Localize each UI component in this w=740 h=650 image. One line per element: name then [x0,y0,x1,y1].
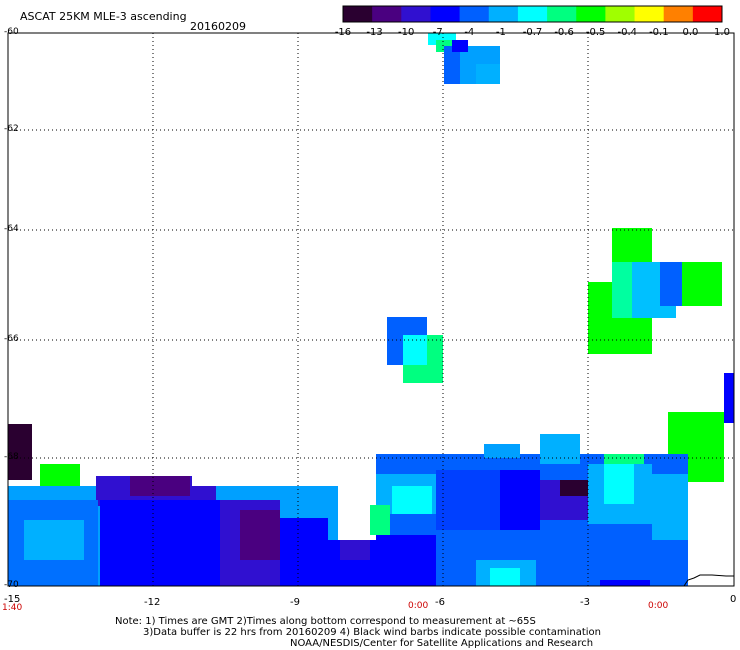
data-cell [660,262,682,306]
colorbar-swatch [634,6,665,22]
y-tick-label: -66 [4,334,19,344]
data-cell [560,480,590,496]
data-cell [280,518,328,586]
y-tick-label: -68 [4,452,19,462]
data-cell [484,444,520,458]
colorbar-swatch [430,6,461,22]
time-label: 0:00 [408,601,429,611]
data-cell [376,535,436,586]
colorbar-label: -0.6 [554,27,574,38]
colorbar-swatch [343,6,373,22]
colorbar-swatch [663,6,694,22]
date-title: 20160209 [190,20,246,33]
y-tick-label: -60 [4,27,19,37]
colorbar-label: -0.1 [649,27,669,38]
colorbar-label: -7 [432,27,443,38]
data-cell [604,464,634,504]
product-title: ASCAT 25KM MLE-3 ascending [20,10,187,23]
x-tick-label: -12 [144,597,161,608]
colorbar [342,5,723,23]
plot-frame [7,32,735,587]
data-swaths [8,33,734,586]
data-cell [370,505,390,535]
data-cell [490,568,520,586]
data-cell [240,510,280,560]
x-tick-label: -15 [4,594,21,605]
data-cell [392,486,432,514]
data-cell [600,580,650,586]
colorbar-swatch [692,6,723,22]
y-tick-label: -62 [4,124,19,134]
data-cell [476,64,500,84]
data-cell [500,470,540,530]
y-tick-label: -70 [4,580,19,590]
data-cell [682,262,722,306]
note-line-3: NOAA/NESDIS/Center for Satellite Applica… [290,638,594,649]
colorbar-label: 0.0 [682,27,699,38]
note-line-2: 3)Data buffer is 22 hrs from 20160209 4)… [143,627,601,638]
colorbar-label: -0.7 [522,27,543,38]
colorbar-label: -1 [495,27,506,38]
colorbar-frame [342,5,723,23]
data-cell [724,373,734,423]
data-cell [130,476,190,496]
data-cell [340,540,370,560]
colorbar-label: -0.5 [585,27,606,38]
colorbar-swatch [517,6,548,22]
colorbar-label: -10 [397,27,415,38]
data-cell [652,474,688,540]
colorbar-swatch [576,6,606,22]
time-label: 1:40 [2,603,23,613]
colorbar-swatch [547,6,577,22]
data-cell [452,40,468,52]
colorbar-swatch [372,6,402,22]
colorbar-swatch [488,6,519,22]
data-cell [540,434,580,464]
coastline [683,574,734,587]
x-tick-label: -9 [290,597,300,608]
x-tick-label: -3 [580,597,590,608]
data-cell [403,335,427,365]
colorbar-label: 1.0 [714,27,730,38]
colorbar-label: -13 [366,27,383,38]
colorbar-swatch [459,6,490,22]
colorbar-label: -16 [334,27,352,38]
note-line-1: Note: 1) Times are GMT 2)Times along bot… [115,616,536,627]
colorbar-label: -0.4 [617,27,637,38]
data-cell [24,520,84,560]
data-cell [588,540,684,586]
y-tick-label: -64 [4,224,19,234]
x-tick-label: 0 [730,594,737,605]
colorbar-swatch [401,6,431,22]
data-cell [8,424,32,480]
colorbar-swatch [605,6,636,22]
time-label: 0:00 [648,601,669,611]
gridlines [8,33,734,586]
x-tick-label: -6 [435,597,445,608]
colorbar-label: -4 [464,27,475,38]
